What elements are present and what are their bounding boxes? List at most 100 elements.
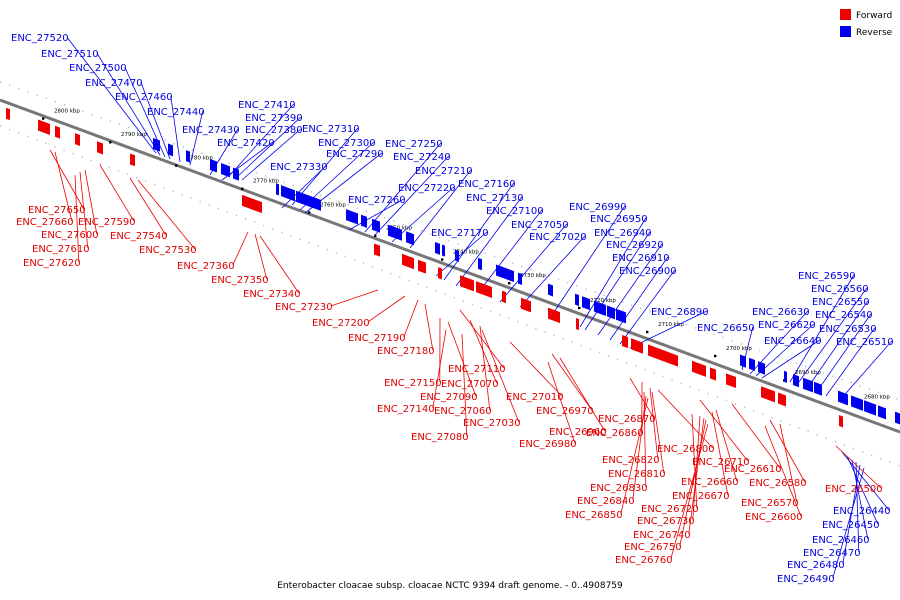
- forward-gene-leader: [649, 387, 659, 460]
- forward-gene-feature: [6, 107, 10, 121]
- reverse-gene-leader: [755, 323, 815, 377]
- scale-tick-mark: [714, 354, 717, 358]
- reverse-gene-label: ENC_26440: [833, 506, 891, 517]
- reverse-gene-leader: [455, 196, 523, 287]
- reverse-gene-label: ENC_27160: [458, 179, 516, 190]
- reverse-gene-label: ENC_27420: [217, 138, 275, 149]
- forward-gene-leader: [547, 361, 576, 444]
- reverse-gene-leader: [229, 103, 295, 176]
- forward-gene-feature: [38, 119, 50, 135]
- reverse-gene-feature: [296, 190, 312, 208]
- reverse-gene-label: ENC_27460: [115, 92, 173, 103]
- scale-tick-mark: [441, 258, 444, 261]
- reverse-gene-feature: [895, 411, 900, 425]
- forward-gene-label: ENC_26710: [692, 457, 750, 468]
- reverse-gene-feature: [740, 354, 746, 368]
- reverse-gene-leader: [189, 110, 204, 166]
- reverse-gene-feature: [814, 381, 822, 396]
- forward-gene-label: ENC_26800: [657, 444, 715, 455]
- reverse-gene-label: ENC_27210: [415, 166, 473, 177]
- scale-tick-label: 2700 kbp: [726, 346, 752, 352]
- reverse-gene-feature: [455, 249, 459, 262]
- forward-gene-feature: [75, 133, 80, 147]
- reverse-gene-leader: [825, 327, 876, 397]
- forward-gene-leader: [551, 353, 593, 411]
- forward-gene-feature: [761, 386, 775, 403]
- reverse-gene-leader: [140, 81, 171, 160]
- reverse-gene-label: ENC_27500: [69, 63, 127, 74]
- legend-reverse-label: Reverse: [856, 28, 893, 38]
- reverse-gene-label: ENC_26490: [777, 574, 835, 585]
- forward-gene-leader: [509, 341, 563, 397]
- reverse-gene-feature: [616, 308, 626, 324]
- forward-gene-label: ENC_27070: [441, 379, 499, 390]
- forward-gene-feature: [130, 153, 135, 167]
- forward-gene-label: ENC_26660: [681, 477, 739, 488]
- forward-gene-label: ENC_26820: [602, 455, 660, 466]
- reverse-gene-label: ENC_26510: [836, 337, 894, 348]
- forward-gene-feature: [710, 367, 716, 381]
- forward-gene-leader: [779, 423, 798, 503]
- scale-tick-mark: [308, 211, 311, 214]
- forward-gene-leader: [711, 411, 729, 496]
- reverse-gene-feature: [607, 305, 615, 320]
- forward-gene-feature: [438, 267, 442, 280]
- reverse-gene-label: ENC_27380: [245, 125, 303, 136]
- forward-gene-label: ENC_26760: [615, 555, 673, 566]
- forward-gene-label: ENC_27540: [110, 231, 168, 242]
- forward-gene-label: ENC_26980: [519, 439, 577, 450]
- reverse-gene-leader: [96, 52, 161, 156]
- forward-gene-label: ENC_27660: [16, 217, 74, 228]
- forward-gene-leader: [670, 423, 709, 560]
- forward-gene-feature: [839, 414, 843, 428]
- forward-gene-leader: [559, 357, 606, 432]
- reverse-gene-label: ENC_27440: [147, 107, 205, 118]
- reverse-gene-feature: [186, 150, 190, 163]
- reverse-gene-leader: [855, 461, 860, 553]
- reverse-gene-leader: [291, 127, 359, 206]
- forward-gene-leader: [469, 319, 498, 384]
- forward-gene-label: ENC_27190: [348, 333, 406, 344]
- gene-labels: ENC_27520 ENC_27510 ENC_27500 ENC_27470 ENC_…: [11, 33, 894, 585]
- forward-gene-feature: [476, 281, 492, 298]
- reverse-gene-leader: [597, 243, 663, 336]
- reverse-gene-label: ENC_26890: [651, 307, 709, 318]
- forward-gene-feature: [726, 373, 736, 389]
- forward-gene-label: ENC_26870: [598, 414, 656, 425]
- forward-gene-label: ENC_26860: [586, 428, 644, 439]
- reverse-gene-feature: [594, 300, 606, 317]
- scale-tick-label: 2710 kbp: [658, 322, 684, 328]
- forward-gene-label: ENC_26970: [536, 406, 594, 417]
- reverse-gene-leader: [789, 274, 855, 383]
- scale-tick-label: 2750 kbp: [386, 226, 412, 232]
- reverse-gene-leader: [629, 310, 707, 349]
- scale-tick-label: 2680 kbp: [864, 395, 890, 401]
- reverse-gene-feature: [851, 395, 863, 411]
- forward-gene-leader: [479, 325, 491, 411]
- scale-ticks: 2800 kbp 2790 kbp 2780 kbp 2770 kbp 2760 kbp…: [42, 108, 890, 406]
- reverse-gene-feature: [803, 377, 813, 393]
- forward-gene-leader: [620, 397, 649, 515]
- reverse-gene-feature: [168, 143, 173, 157]
- forward-gene-label: ENC_27150: [384, 378, 442, 389]
- reverse-gene-leader: [373, 155, 450, 237]
- forward-gene-feature: [648, 344, 656, 359]
- reverse-gene-feature: [361, 214, 367, 228]
- scale-tick-mark: [374, 234, 377, 238]
- reverse-gene-label: ENC_27170: [431, 228, 489, 239]
- forward-gene-label: ENC_27530: [139, 245, 197, 256]
- forward-gene-label: ENC_27030: [463, 418, 521, 429]
- reverse-gene-feature: [784, 370, 787, 383]
- forward-gene-leader: [432, 329, 447, 409]
- reverse-gene-leader: [761, 339, 821, 379]
- forward-gene-label: ENC_27650: [28, 205, 86, 216]
- forward-gene-leader: [74, 174, 80, 263]
- forward-gene-label: ENC_27060: [434, 406, 492, 417]
- reverse-gene-leader: [391, 186, 455, 243]
- guide-tracks: [0, 81, 900, 467]
- forward-gene-label: ENC_26810: [608, 469, 666, 480]
- forward-gene-label: ENC_27590: [78, 217, 136, 228]
- forward-gene-label: ENC_27140: [377, 404, 435, 415]
- reverse-gene-leader: [281, 165, 327, 209]
- forward-gene-leader: [259, 235, 300, 294]
